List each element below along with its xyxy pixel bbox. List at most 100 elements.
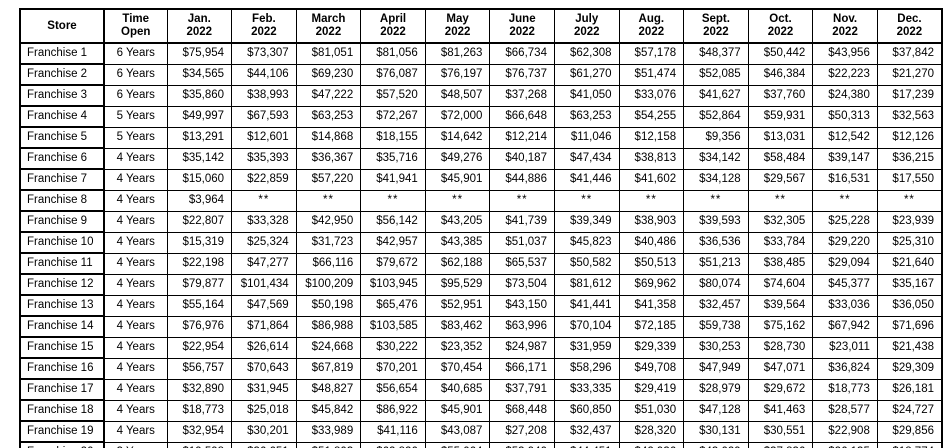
cell-sales-value: $49,708 xyxy=(618,357,685,380)
cell-sales-value: $36,824 xyxy=(812,357,878,380)
cell-sales-value: $21,438 xyxy=(876,336,943,359)
header-line1: Jan. xyxy=(187,13,211,25)
header-line1: May xyxy=(446,13,469,25)
cell-sales-value: $73,307 xyxy=(231,42,297,65)
cell-time-open: 3 Years xyxy=(103,441,168,448)
cell-sales-value: $50,198 xyxy=(295,294,362,317)
cell-sales-value: $36,651 xyxy=(231,441,297,448)
cell-sales-value: $56,654 xyxy=(360,378,426,401)
header-line2: 2022 xyxy=(251,26,277,38)
cell-sales-value: $24,987 xyxy=(489,336,555,359)
cell-sales-value: $24,668 xyxy=(295,336,362,359)
cell-sales-value: $30,201 xyxy=(231,420,297,443)
cell-sales-value: $57,520 xyxy=(360,84,426,107)
column-header-store: Store xyxy=(19,8,105,44)
cell-sales-value: $41,358 xyxy=(618,294,685,317)
cell-sales-value: $41,441 xyxy=(553,294,620,317)
cell-sales-value: $52,864 xyxy=(683,105,749,128)
cell-sales-value: $70,104 xyxy=(553,315,620,338)
cell-sales-value: $44,451 xyxy=(553,441,620,448)
cell-time-open: 5 Years xyxy=(103,126,168,149)
cell-sales-value: $48,507 xyxy=(424,84,491,107)
cell-sales-value: $12,126 xyxy=(876,126,943,149)
cell-sales-value: $95,529 xyxy=(424,273,491,296)
cell-sales-value: $26,614 xyxy=(231,336,297,359)
cell-sales-value: $32,437 xyxy=(553,420,620,443)
cell-store: Franchise 2 xyxy=(19,63,105,86)
cell-sales-value: $67,942 xyxy=(812,315,878,338)
column-header-may: May 2022 xyxy=(424,8,491,44)
header-line2: 2022 xyxy=(767,26,794,38)
cell-sales-value: $65,537 xyxy=(489,252,555,275)
cell-sales-value: $34,565 xyxy=(166,63,233,86)
cell-sales-value: $31,959 xyxy=(553,336,620,359)
cell-time-open: 4 Years xyxy=(103,231,168,254)
cell-sales-value: $33,328 xyxy=(231,210,297,233)
cell-sales-value: $38,903 xyxy=(618,210,685,233)
cell-sales-value: $36,215 xyxy=(876,147,943,170)
cell-sales-value: $31,723 xyxy=(295,231,362,254)
cell-store: Franchise 20 xyxy=(19,441,105,448)
cell-sales-value: $69,962 xyxy=(618,273,685,296)
cell-masked-value: ** xyxy=(295,189,362,212)
cell-sales-value: $50,582 xyxy=(553,252,620,275)
cell-time-open: 6 Years xyxy=(103,84,168,107)
cell-sales-value: $16,531 xyxy=(812,168,878,191)
cell-sales-value: $26,135 xyxy=(812,441,878,448)
cell-masked-value: ** xyxy=(683,189,749,212)
cell-sales-value: $41,446 xyxy=(553,168,620,191)
cell-time-open: 4 Years xyxy=(103,357,168,380)
cell-sales-value: $70,643 xyxy=(231,357,297,380)
cell-store: Franchise 3 xyxy=(19,84,105,107)
cell-sales-value: $65,476 xyxy=(360,294,426,317)
cell-time-open: 4 Years xyxy=(103,336,168,359)
cell-sales-value: $18,773 xyxy=(166,399,233,422)
cell-sales-value: $63,253 xyxy=(295,105,362,128)
cell-store: Franchise 19 xyxy=(19,420,105,443)
cell-sales-value: $49,997 xyxy=(166,105,233,128)
cell-sales-value: $43,029 xyxy=(683,441,749,448)
cell-sales-value: $39,564 xyxy=(747,294,814,317)
cell-sales-value: $15,060 xyxy=(166,168,233,191)
cell-sales-value: $29,419 xyxy=(618,378,685,401)
column-header-jan: Jan. 2022 xyxy=(166,8,233,44)
cell-sales-value: $51,030 xyxy=(618,399,685,422)
cell-sales-value: $57,220 xyxy=(295,168,362,191)
column-header-dec: Dec. 2022 xyxy=(876,8,943,44)
cell-time-open: 5 Years xyxy=(103,105,168,128)
table-row: Franchise 13 4 Years $55,164 $47,569 $50,198… xyxy=(19,294,943,317)
header-row: Store Time Open Jan. 2022 Feb. 2022 March 2022 Ap… xyxy=(19,8,943,44)
cell-sales-value: $33,036 xyxy=(812,294,878,317)
cell-sales-value: $29,339 xyxy=(618,336,685,359)
cell-sales-value: $40,187 xyxy=(489,147,555,170)
cell-sales-value: $17,239 xyxy=(876,84,943,107)
column-header-aug: Aug. 2022 xyxy=(618,8,685,44)
cell-sales-value: $51,037 xyxy=(489,231,555,254)
cell-sales-value: $101,434 xyxy=(231,273,297,296)
cell-masked-value: ** xyxy=(424,189,491,212)
cell-sales-value: $40,685 xyxy=(424,378,491,401)
cell-sales-value: $70,454 xyxy=(424,357,491,380)
cell-sales-value: $76,087 xyxy=(360,63,426,86)
cell-store: Franchise 6 xyxy=(19,147,105,170)
cell-sales-value: $103,945 xyxy=(360,273,426,296)
cell-sales-value: $62,826 xyxy=(360,441,426,448)
cell-store: Franchise 4 xyxy=(19,105,105,128)
cell-sales-value: $42,957 xyxy=(360,231,426,254)
cell-masked-value: ** xyxy=(876,189,943,212)
cell-sales-value: $47,128 xyxy=(683,399,749,422)
cell-sales-value: $38,813 xyxy=(618,147,685,170)
cell-sales-value: $67,819 xyxy=(295,357,362,380)
cell-time-open: 4 Years xyxy=(103,168,168,191)
cell-store: Franchise 16 xyxy=(19,357,105,380)
franchise-sales-table: Store Time Open Jan. 2022 Feb. 2022 March 2022 Ap… xyxy=(19,8,943,448)
cell-store: Franchise 14 xyxy=(19,315,105,338)
cell-sales-value: $21,270 xyxy=(876,63,943,86)
cell-sales-value: $62,308 xyxy=(553,42,620,65)
cell-sales-value: $71,864 xyxy=(231,315,297,338)
cell-sales-value: $37,268 xyxy=(489,84,555,107)
cell-sales-value: $60,850 xyxy=(553,399,620,422)
